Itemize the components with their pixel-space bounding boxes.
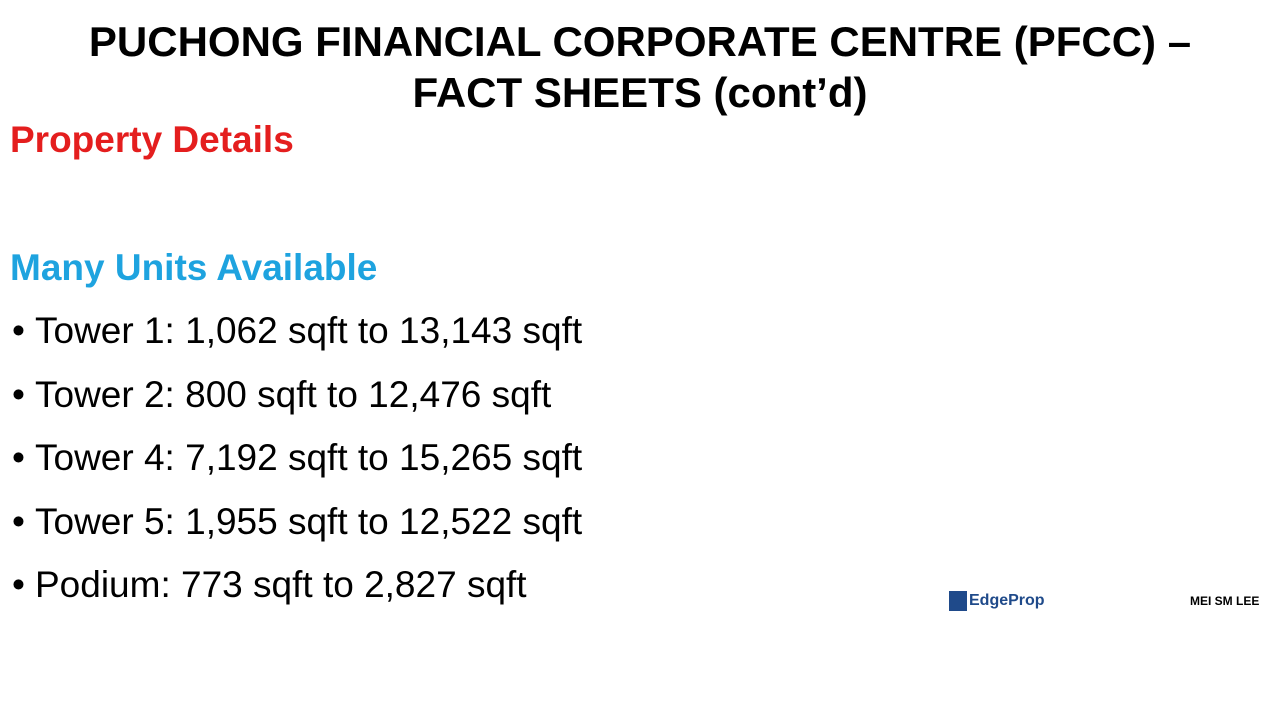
bullet-text: Tower 1: 1,062 sqft to 13,143 sqft xyxy=(35,310,583,351)
bullet-item: • Tower 4: 7,192 sqft to 15,265 sqft xyxy=(12,436,582,480)
bullet-marker: • xyxy=(12,437,25,478)
bullet-item: • Podium: 773 sqft to 2,827 sqft xyxy=(12,563,527,607)
bullet-marker: • xyxy=(12,310,25,351)
bullet-text: Tower 2: 800 sqft to 12,476 sqft xyxy=(35,373,552,415)
logo-text: EdgeProp xyxy=(969,592,1045,609)
subheading: Many Units Available xyxy=(10,247,378,288)
bullet-marker: • xyxy=(12,500,25,542)
bullet-marker: • xyxy=(12,564,25,605)
bullet-marker: • xyxy=(12,373,25,415)
title-line: FACT SHEETS (cont’d) xyxy=(412,69,868,116)
watermark: MEI SM LEE xyxy=(1190,594,1260,608)
section-heading: Property Details xyxy=(10,119,294,160)
bullet-item: • Tower 2: 800 sqft to 12,476 sqft xyxy=(12,373,551,417)
logo-icon xyxy=(949,591,967,611)
logo: EdgeProp xyxy=(949,590,1045,612)
bullet-item: • Tower 5: 1,955 sqft to 12,522 sqft xyxy=(12,500,582,544)
title-line: PUCHONG FINANCIAL CORPORATE CENTRE (PFCC… xyxy=(88,18,1192,65)
bullet-text: Tower 4: 7,192 sqft to 15,265 sqft xyxy=(35,437,583,478)
bullet-item: • Tower 1: 1,062 sqft to 13,143 sqft xyxy=(12,309,582,353)
bullet-text: Tower 5: 1,955 sqft to 12,522 sqft xyxy=(35,500,583,542)
bullet-text: Podium: 773 sqft to 2,827 sqft xyxy=(35,564,527,605)
